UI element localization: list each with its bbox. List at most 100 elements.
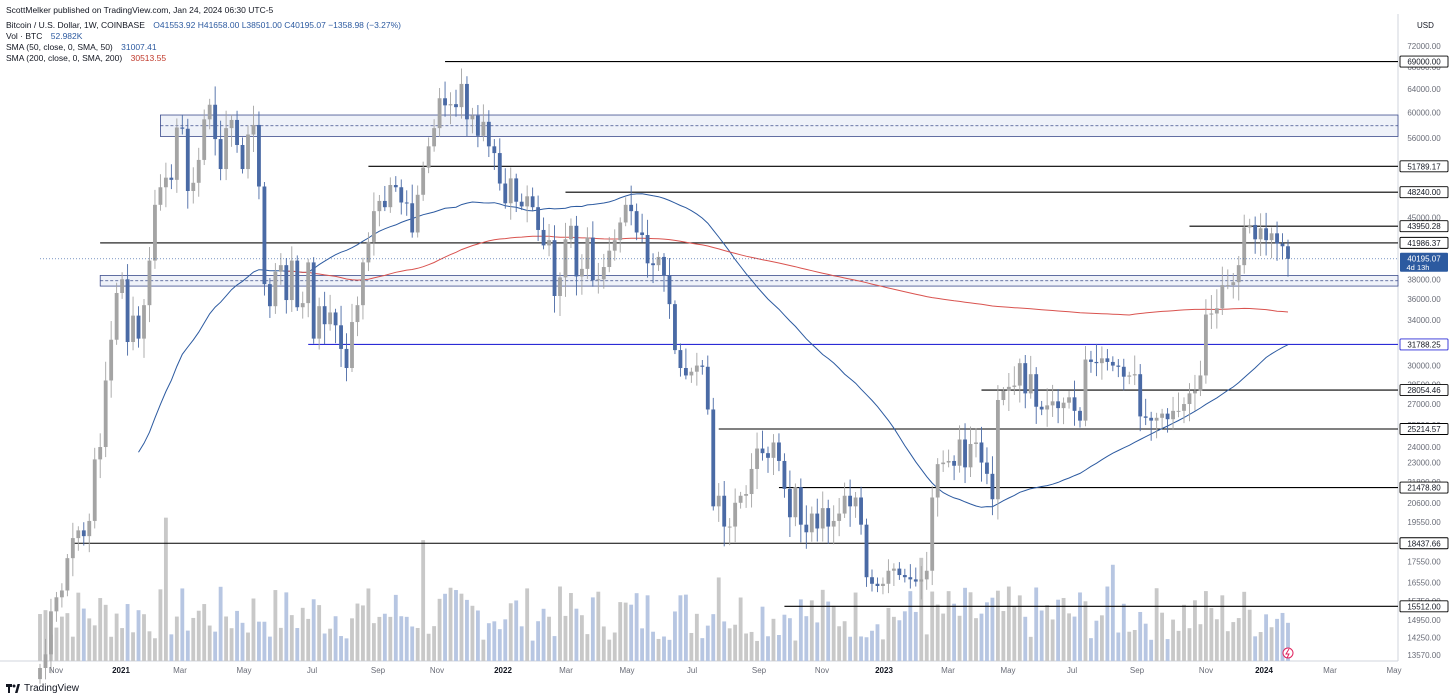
candle-body[interactable] xyxy=(733,502,738,527)
candle-body[interactable] xyxy=(985,462,989,474)
candle-body[interactable] xyxy=(361,262,365,306)
candle-body[interactable] xyxy=(749,468,754,495)
candle-body[interactable] xyxy=(1127,375,1132,377)
candle-body[interactable] xyxy=(656,256,661,266)
candle-body[interactable] xyxy=(322,306,327,325)
candle-body[interactable] xyxy=(289,260,294,301)
candle-body[interactable] xyxy=(968,443,973,468)
candle-body[interactable] xyxy=(235,119,239,146)
candle-body[interactable] xyxy=(278,265,283,272)
candle-body[interactable] xyxy=(1039,406,1044,410)
candle-body[interactable] xyxy=(1258,228,1263,240)
candle-body[interactable] xyxy=(536,207,541,230)
candle-body[interactable] xyxy=(809,513,814,533)
candle-body[interactable] xyxy=(377,200,382,212)
candle-body[interactable] xyxy=(1253,224,1258,240)
candle-body[interactable] xyxy=(1269,233,1274,241)
candle-body[interactable] xyxy=(826,508,831,527)
candle-body[interactable] xyxy=(1203,314,1208,376)
candle-body[interactable] xyxy=(147,260,152,306)
candle-body[interactable] xyxy=(525,196,530,207)
candle-body[interactable] xyxy=(722,495,727,527)
candle-body[interactable] xyxy=(716,495,721,507)
candle-body[interactable] xyxy=(273,271,278,307)
candle-body[interactable] xyxy=(793,487,798,518)
candle-body[interactable] xyxy=(673,304,677,351)
candle-body[interactable] xyxy=(870,577,874,584)
candle-body[interactable] xyxy=(76,530,81,539)
candle-body[interactable] xyxy=(618,222,623,241)
candle-body[interactable] xyxy=(1242,227,1247,266)
candle-body[interactable] xyxy=(705,366,710,410)
candle-body[interactable] xyxy=(415,194,420,233)
candle-body[interactable] xyxy=(623,204,628,223)
candle-body[interactable] xyxy=(908,577,913,580)
candle-body[interactable] xyxy=(935,464,940,498)
candle-body[interactable] xyxy=(579,268,584,277)
candle-body[interactable] xyxy=(1209,313,1214,315)
candle-body[interactable] xyxy=(371,211,376,242)
candle-body[interactable] xyxy=(744,494,749,496)
candle-body[interactable] xyxy=(1116,365,1121,367)
candle-body[interactable] xyxy=(1165,413,1170,420)
candle-body[interactable] xyxy=(897,568,902,576)
candle-body[interactable] xyxy=(388,185,393,208)
candle-body[interactable] xyxy=(1121,366,1126,377)
candle-body[interactable] xyxy=(410,203,415,233)
candle-body[interactable] xyxy=(497,153,502,184)
candle-body[interactable] xyxy=(1187,393,1192,405)
candle-body[interactable] xyxy=(601,267,606,280)
candle-body[interactable] xyxy=(366,241,371,263)
candle-body[interactable] xyxy=(711,409,716,507)
candle-body[interactable] xyxy=(859,497,863,525)
candle-body[interactable] xyxy=(552,240,557,296)
candle-body[interactable] xyxy=(990,473,995,500)
candle-body[interactable] xyxy=(952,460,957,466)
candle-body[interactable] xyxy=(782,460,787,489)
candle-body[interactable] xyxy=(596,279,601,281)
candle-body[interactable] xyxy=(694,365,699,372)
candle-body[interactable] xyxy=(667,275,672,305)
candle-body[interactable] xyxy=(848,495,853,507)
candle-body[interactable] xyxy=(738,495,743,503)
candle-body[interactable] xyxy=(946,460,951,463)
candle-body[interactable] xyxy=(837,513,842,521)
flash-icon[interactable] xyxy=(1282,647,1294,659)
candle-body[interactable] xyxy=(202,119,207,160)
candle-body[interactable] xyxy=(454,104,458,108)
candle-body[interactable] xyxy=(109,339,114,381)
candle-body[interactable] xyxy=(207,104,212,120)
candle-body[interactable] xyxy=(262,186,267,285)
candle-body[interactable] xyxy=(382,200,387,208)
candle-body[interactable] xyxy=(448,104,453,106)
candle-body[interactable] xyxy=(49,611,53,655)
candle-body[interactable] xyxy=(820,508,825,529)
candle-body[interactable] xyxy=(92,459,97,521)
candle-body[interactable] xyxy=(804,524,809,533)
candle-body[interactable] xyxy=(1061,402,1066,409)
candle-body[interactable] xyxy=(481,121,486,136)
candle-body[interactable] xyxy=(700,365,705,367)
candle-body[interactable] xyxy=(683,368,688,376)
candle-body[interactable] xyxy=(87,520,92,537)
candle-body[interactable] xyxy=(284,265,289,301)
candle-body[interactable] xyxy=(662,256,666,276)
candle-body[interactable] xyxy=(853,497,858,507)
candle-body[interactable] xyxy=(169,177,174,180)
candle-body[interactable] xyxy=(98,447,103,460)
candle-body[interactable] xyxy=(174,127,179,180)
candle-body[interactable] xyxy=(831,520,836,527)
candle-body[interactable] xyxy=(634,211,639,233)
candle-body[interactable] xyxy=(891,568,896,571)
candle-body[interactable] xyxy=(995,399,1000,500)
candle-body[interactable] xyxy=(1154,417,1159,421)
candle-body[interactable] xyxy=(974,442,978,444)
candle-body[interactable] xyxy=(492,146,497,154)
candle-body[interactable] xyxy=(437,98,442,129)
candle-body[interactable] xyxy=(864,524,869,578)
candle-body[interactable] xyxy=(158,187,163,205)
candle-body[interactable] xyxy=(120,279,125,293)
candle-body[interactable] xyxy=(1143,416,1148,418)
candle-body[interactable] xyxy=(919,579,924,582)
candle-body[interactable] xyxy=(229,119,234,129)
